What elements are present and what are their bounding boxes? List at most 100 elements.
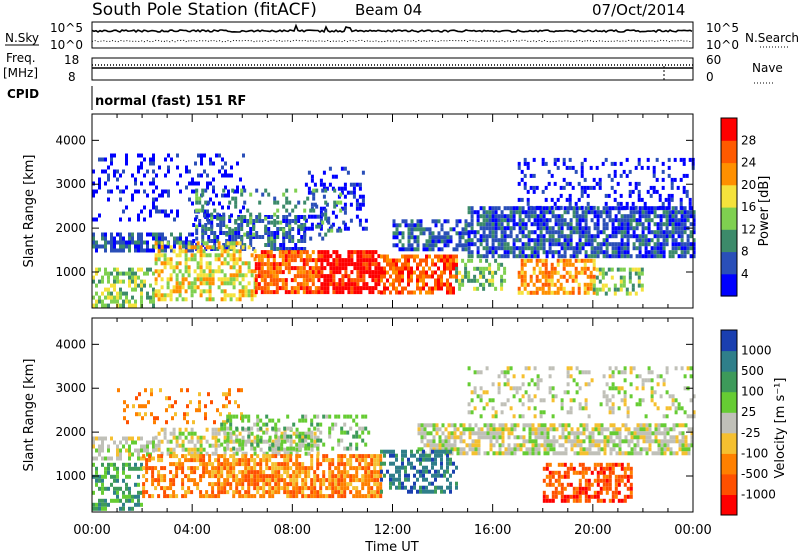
echo-cell: [196, 482, 200, 487]
echo-cell: [595, 165, 599, 170]
echo-cell: [549, 423, 553, 428]
echo-cell: [531, 439, 535, 444]
echo-cell: [310, 178, 314, 183]
echo-cell: [672, 427, 676, 432]
echo-cell: [268, 478, 272, 483]
echo-cell: [316, 451, 320, 456]
echo-cell: [307, 470, 311, 475]
colorbar-frame: [720, 117, 738, 297]
echo-cell: [197, 173, 200, 178]
echo-cell: [435, 431, 439, 436]
echo-cell: [644, 250, 648, 255]
echo-cell: [208, 245, 212, 250]
echo-cell: [244, 289, 248, 294]
echo-cell: [297, 227, 301, 231]
echo-cell: [398, 239, 402, 244]
echo-cell: [356, 274, 360, 279]
echo-cell: [570, 427, 574, 432]
echo-cell: [196, 277, 200, 282]
echo-cell: [642, 447, 646, 452]
echo-cell: [326, 278, 330, 283]
echo-cell: [563, 218, 567, 223]
echo-cell: [137, 474, 140, 479]
echo-cell: [641, 226, 645, 231]
echo-cell: [690, 431, 694, 436]
echo-cell: [491, 398, 495, 403]
echo-cell: [280, 454, 284, 459]
echo-cell: [131, 193, 134, 198]
echo-cell: [680, 234, 684, 239]
echo-cell: [188, 232, 191, 237]
echo-cell: [98, 177, 101, 182]
echo-cell: [134, 181, 137, 186]
echo-cell: [289, 454, 293, 459]
echo-cell: [560, 230, 564, 235]
echo-cell: [615, 451, 619, 456]
echo-cell: [611, 226, 615, 231]
echo-cell: [650, 250, 654, 255]
echo-cell: [211, 269, 215, 274]
echo-cell: [431, 219, 435, 224]
echo-cell: [458, 286, 462, 291]
echo-cell: [362, 282, 366, 287]
echo-cell: [653, 210, 657, 215]
echo-cell: [288, 224, 292, 229]
echo-cell: [325, 186, 329, 191]
echo-cell: [464, 266, 468, 271]
echo-cell: [253, 451, 257, 456]
echo-cell: [632, 210, 636, 215]
echo-cell: [350, 270, 354, 275]
echo-cell: [524, 390, 528, 395]
echo-cell: [166, 293, 170, 298]
echo-cell: [605, 238, 609, 243]
echo-cell: [211, 245, 215, 250]
echo-cell: [429, 443, 433, 448]
echo-cell: [629, 206, 633, 211]
echo-cell: [539, 230, 543, 235]
echo-cell: [677, 222, 681, 227]
echo-cell: [231, 235, 235, 239]
echo-cell: [635, 226, 639, 231]
echo-cell: [202, 474, 206, 479]
echo-cell: [440, 254, 443, 259]
echo-cell: [551, 234, 555, 239]
echo-cell: [222, 231, 226, 235]
echo-cell: [593, 222, 597, 227]
echo-cell: [677, 254, 681, 259]
echo-cell: [398, 231, 402, 236]
echo-cell: [380, 254, 383, 259]
echo-cell: [107, 291, 110, 296]
echo-cell: [605, 226, 609, 231]
echo-cell: [552, 439, 556, 444]
echo-cell: [149, 181, 152, 186]
echo-cell: [509, 246, 513, 251]
echo-cell: [557, 234, 561, 239]
echo-cell: [286, 486, 290, 491]
echo-cell: [289, 443, 293, 448]
echo-cell: [95, 217, 98, 222]
echo-cell: [331, 490, 335, 495]
echo-cell: [343, 182, 347, 187]
echo-cell: [122, 271, 125, 276]
echo-cell: [683, 226, 687, 231]
echo-cell: [432, 443, 436, 448]
echo-cell: [195, 224, 199, 229]
echo-cell: [404, 219, 408, 224]
echo-cell: [612, 443, 616, 448]
echo-cell: [318, 224, 322, 229]
echo-cell: [178, 466, 182, 471]
echo-cell: [128, 436, 131, 441]
echo-cell: [104, 244, 107, 249]
echo-cell: [651, 439, 655, 444]
echo-cell: [294, 247, 298, 251]
echo-cell: [635, 234, 639, 239]
echo-cell: [623, 402, 627, 407]
echo-cell: [527, 218, 531, 223]
echo-cell: [425, 465, 428, 470]
echo-cell: [690, 435, 694, 440]
echo-cell: [343, 470, 347, 475]
echo-cell: [620, 386, 624, 391]
echo-cell: [645, 451, 649, 456]
echo-cell: [407, 457, 410, 462]
echo-cell: [593, 246, 597, 251]
